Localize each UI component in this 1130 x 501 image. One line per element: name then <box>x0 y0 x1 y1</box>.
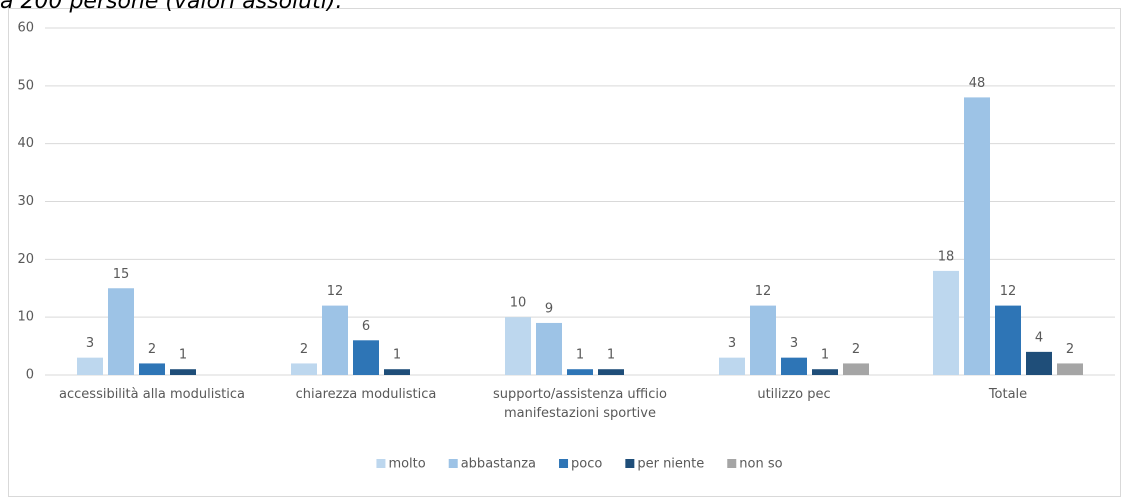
bar <box>384 369 410 375</box>
bar <box>812 369 838 375</box>
x-tick-label-box: supporto/assistenza ufficio manifestazio… <box>493 387 667 421</box>
data-label: 1 <box>393 348 401 363</box>
bar <box>843 363 869 375</box>
bar <box>781 357 807 375</box>
x-tick-label: supporto/assistenza ufficio manifestazio… <box>493 387 667 421</box>
bar <box>108 288 134 375</box>
legend-swatch <box>559 459 569 468</box>
bar <box>995 305 1021 375</box>
bar <box>170 369 196 375</box>
legend-label: molto <box>388 457 425 472</box>
bar <box>77 357 103 375</box>
bar <box>1026 351 1052 375</box>
y-tick-label: 0 <box>26 368 34 383</box>
legend-swatch <box>376 459 386 468</box>
bar <box>353 340 379 375</box>
data-label: 1 <box>179 348 187 363</box>
data-label: 1 <box>607 348 615 363</box>
data-label: 18 <box>938 249 955 264</box>
x-tick-label: utilizzo pec <box>757 387 831 402</box>
x-tick-label: accessibilità alla modulistica <box>59 387 245 402</box>
legend-swatch <box>727 459 737 468</box>
data-label: 2 <box>1066 342 1074 357</box>
legend-label: poco <box>571 457 602 472</box>
data-label: 10 <box>510 296 527 311</box>
x-tick-label: Totale <box>988 387 1028 402</box>
bar <box>139 363 165 375</box>
bar <box>933 270 959 375</box>
x-tick-label-box: utilizzo pec <box>757 387 831 402</box>
data-label: 12 <box>327 284 344 299</box>
data-label: 2 <box>852 342 860 357</box>
data-label: 9 <box>545 301 553 316</box>
bar <box>964 97 990 376</box>
y-tick-label: 40 <box>17 136 34 151</box>
x-tick-label-box: Totale <box>988 387 1028 402</box>
data-label: 12 <box>755 284 772 299</box>
bar <box>750 305 776 375</box>
chart-title: a 200 persone (valori assoluti). <box>0 0 342 14</box>
legend-swatch <box>625 459 635 468</box>
bar <box>505 317 531 375</box>
legend-swatch <box>448 459 458 468</box>
x-tick-label-box: accessibilità alla modulistica <box>59 387 245 402</box>
y-tick-label: 20 <box>17 252 34 267</box>
bar <box>1057 363 1083 375</box>
data-label: 6 <box>362 319 370 334</box>
data-label: 4 <box>1035 330 1043 345</box>
bar <box>567 369 593 375</box>
data-label: 3 <box>728 336 736 351</box>
legend-label: per niente <box>637 457 704 472</box>
legend-label: abbastanza <box>461 457 536 472</box>
data-label: 3 <box>86 336 94 351</box>
bar <box>719 357 745 375</box>
bar <box>322 305 348 375</box>
data-label: 15 <box>113 267 130 282</box>
data-label: 1 <box>821 348 829 363</box>
data-label: 2 <box>148 342 156 357</box>
chart-frame <box>8 8 1121 497</box>
data-label: 48 <box>969 76 986 91</box>
bar <box>291 363 317 375</box>
data-label: 12 <box>1000 284 1017 299</box>
y-tick-label: 60 <box>17 21 34 36</box>
data-label: 2 <box>300 342 308 357</box>
bar <box>598 369 624 375</box>
x-tick-label: chiarezza modulistica <box>295 387 437 402</box>
bar <box>536 322 562 375</box>
y-tick-label: 30 <box>17 194 34 209</box>
data-label: 1 <box>576 348 584 363</box>
legend-label: non so <box>739 457 782 472</box>
x-tick-label-box: chiarezza modulistica <box>295 387 437 402</box>
y-tick-label: 50 <box>17 78 34 93</box>
y-tick-label: 10 <box>17 310 34 325</box>
data-label: 3 <box>790 336 798 351</box>
